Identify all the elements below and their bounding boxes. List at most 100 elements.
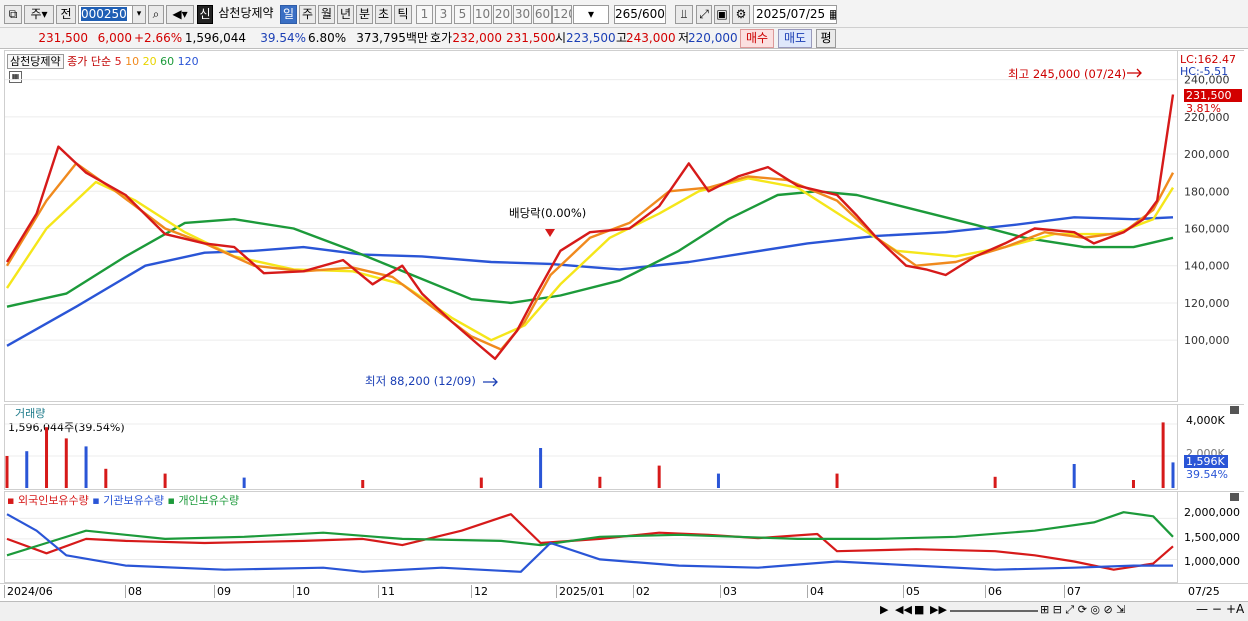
price-chart: [5, 68, 1177, 387]
calendar-icon[interactable]: ▦: [829, 7, 836, 21]
code-input[interactable]: 000250: [78, 5, 146, 24]
volume-bar: [716, 473, 720, 488]
volume-tag: 1,596K: [1184, 455, 1228, 468]
low-price: 220,000: [688, 31, 738, 45]
period-dropdown[interactable]: 주▾: [24, 5, 54, 24]
buy-button[interactable]: 매수: [740, 29, 774, 48]
legend-individual-label: 개인보유수량: [178, 494, 240, 507]
holding-line-foreign: [6, 513, 1174, 571]
date-value: 2025/07/25: [756, 7, 826, 21]
interval-20[interactable]: 20: [493, 5, 512, 24]
code-value: 000250: [81, 7, 127, 21]
max-annotation: 최고 245,000 (07/24): [1008, 67, 1127, 81]
fast-forward-icon[interactable]: ▶▶: [930, 603, 947, 616]
table-icon[interactable]: ▦: [9, 71, 22, 83]
current-price: 231,500: [38, 31, 88, 45]
x-axis-label: 08: [125, 585, 142, 598]
legend-stock-name[interactable]: 삼천당제약: [7, 54, 64, 69]
tab-tick[interactable]: 틱: [394, 5, 412, 24]
tab-second[interactable]: 초: [375, 5, 392, 24]
interval-5[interactable]: 5: [454, 5, 471, 24]
stop-icon[interactable]: ■: [914, 603, 925, 616]
volume-panel[interactable]: 거래량 1,596,044주(39.54%): [4, 404, 1178, 490]
volume-bar: [5, 456, 9, 488]
price-tick-label: 100,000: [1184, 334, 1230, 347]
tab-minute[interactable]: 분: [356, 5, 373, 24]
quote-bar: 231,500 6,000 +2.66% 1,596,044 39.54% 6.…: [0, 28, 1248, 49]
volume-tick-4000k: 4,000K: [1186, 414, 1225, 427]
x-axis-label: 05: [903, 585, 920, 598]
interval-1[interactable]: 1: [416, 5, 433, 24]
volume-bar: [1072, 464, 1076, 488]
interval-30[interactable]: 30: [513, 5, 532, 24]
volume-bar: [242, 477, 246, 488]
chart-type-icon[interactable]: ⫫: [675, 5, 693, 24]
holding-panel-close-icon[interactable]: [1230, 493, 1239, 501]
holding-line-institution: [6, 511, 1174, 557]
rewind-icon[interactable]: ◀◀: [895, 603, 912, 616]
legend-close: 종가 단순: [67, 55, 112, 68]
stock-name: 삼천당제약: [218, 6, 274, 20]
ma-line-60: [6, 190, 1174, 308]
zoom-slider[interactable]: [950, 610, 1038, 612]
price-tick-label: 180,000: [1184, 185, 1230, 198]
interval-dropdown[interactable]: ▾: [573, 5, 609, 24]
font-size-icon[interactable]: A: [1236, 602, 1245, 616]
sell-button[interactable]: 매도: [778, 29, 812, 48]
volume-bar: [1171, 462, 1175, 488]
price-tick-label: 240,000: [1184, 74, 1230, 87]
price-tick-label: 220,000: [1184, 111, 1230, 124]
draw-tool-icon[interactable]: ⤢: [696, 5, 712, 24]
avg-button[interactable]: 평: [816, 29, 836, 48]
volume-axis: 4,000K 2,000K 1,596K 39.54%: [1178, 404, 1244, 490]
period-label: 주: [30, 7, 42, 21]
interval-3[interactable]: 3: [435, 5, 452, 24]
tab-month[interactable]: 월: [318, 5, 335, 24]
compare-button[interactable]: 전: [56, 5, 76, 24]
min-annotation: 최저 88,200 (12/09): [365, 374, 476, 388]
holding-axis: 2,000,000 1,500,000 1,000,000: [1178, 491, 1244, 583]
volume-bar: [657, 465, 661, 488]
price-panel[interactable]: 삼천당제약 종가 단순 5 10 20 60 120 ▦ 최고 245,000 …: [4, 50, 1178, 402]
price-tick-label: 120,000: [1184, 297, 1230, 310]
zoom-in-icon[interactable]: +: [1226, 602, 1237, 616]
settings-icon[interactable]: ⚙: [732, 5, 750, 24]
x-axis-label: 06: [985, 585, 1002, 598]
zoom-out-icon[interactable]: — −: [1196, 602, 1222, 616]
code-dropdown-icon[interactable]: ▾: [132, 5, 146, 24]
tab-week[interactable]: 주: [299, 5, 316, 24]
x-axis-label: 11: [378, 585, 395, 598]
volume-bar: [45, 427, 49, 488]
x-axis-label: 10: [293, 585, 310, 598]
open-price: 223,500: [566, 31, 616, 45]
holding-panel[interactable]: ▪ 외국인보유수량 ▪ 기관보유수량 ▪ 개인보유수량: [4, 491, 1178, 583]
speaker-icon[interactable]: ◀▾: [166, 5, 194, 24]
search-icon[interactable]: ⌕: [148, 5, 164, 24]
x-axis-label: 03: [720, 585, 737, 598]
new-badge: 신: [197, 5, 213, 24]
volume-bar: [993, 476, 997, 488]
volume-bar: [361, 480, 365, 488]
tab-day[interactable]: 일: [280, 5, 297, 24]
date-input[interactable]: 2025/07/25 ▦: [753, 5, 837, 24]
zoom-icons[interactable]: ⊞ ⊟ ⤢ ⟳ ◎ ⊘ ⇲: [1040, 603, 1126, 616]
volume-chart: [5, 422, 1177, 488]
x-axis-end: 07/25: [1188, 585, 1220, 598]
save-icon[interactable]: ▣: [714, 5, 730, 24]
volume-bar: [163, 473, 167, 488]
toolbar: ⧉ 주▾ 전 000250 ▾ ⌕ ◀▾ 신 삼천당제약 일 주 월 년 분 초…: [0, 0, 1248, 28]
interval-120[interactable]: 120: [552, 5, 572, 24]
legend-ma60: 60: [160, 55, 175, 68]
count-value: 265: [615, 7, 638, 21]
scroll-right-icon[interactable]: ▶: [880, 603, 889, 616]
volume-panel-close-icon[interactable]: [1230, 406, 1239, 414]
high-price: 243,000: [626, 31, 676, 45]
bid-price: 231,500: [506, 31, 556, 45]
window-icon[interactable]: ⧉: [4, 5, 22, 24]
count-display[interactable]: 265/600: [614, 5, 666, 24]
price-pct-tag: 3.81%: [1186, 102, 1221, 115]
tab-year[interactable]: 년: [337, 5, 354, 24]
interval-60[interactable]: 60: [533, 5, 552, 24]
interval-10[interactable]: 10: [473, 5, 492, 24]
volume-ratio: 39.54%: [260, 31, 306, 45]
